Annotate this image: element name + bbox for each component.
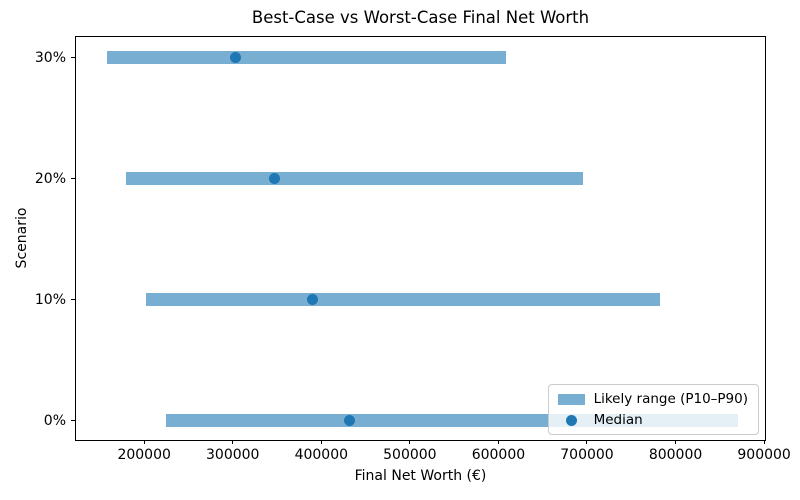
legend-median-dot-icon [565,414,577,426]
y-tick-label: 10% [34,291,66,308]
likely-range-bar [126,172,583,186]
x-tick-label: 600000 [471,447,526,463]
legend-range-label: Likely range (P10–P90) [593,391,748,407]
x-tick [409,440,411,444]
legend-entry-range: Likely range (P10–P90) [557,391,748,407]
median-dot [306,294,318,306]
median-dot [229,52,241,64]
x-tick-label: 400000 [294,447,349,463]
x-axis-label: Final Net Worth (€) [354,468,487,484]
plot-area: Likely range (P10–P90) Median 200000 3000… [35,36,791,463]
likely-range-bar [145,293,661,307]
x-tick [143,440,145,444]
y-axis-label: Scenario [14,207,30,269]
y-tick-label: 0% [43,412,66,429]
median-dot [268,173,280,185]
x-tick [232,440,234,444]
x-tick [497,440,499,444]
y-tick-label: 20% [34,170,66,187]
legend-median-label: Median [593,412,643,428]
x-tick-label: 800000 [648,447,703,463]
y-tick [71,178,75,180]
x-tick [763,440,765,444]
legend-entry-median: Median [558,412,748,428]
y-tick [71,57,75,59]
x-tick-label: 900000 [737,447,791,463]
x-tick [675,440,677,444]
x-tick-label: 500000 [383,447,437,463]
x-tick [586,440,588,444]
x-tick-label: 300000 [206,447,260,463]
x-tick-label: 700000 [560,447,614,463]
median-dot [344,415,356,427]
y-tick [71,420,75,422]
legend-range-swatch-icon [557,393,585,405]
y-tick [71,299,75,301]
x-tick-label: 200000 [117,447,171,463]
likely-range-bar [106,51,507,65]
chart-title: Best-Case vs Worst-Case Final Net Worth [251,8,590,27]
x-tick [320,440,322,444]
y-tick-label: 30% [34,49,66,66]
legend: Likely range (P10–P90) Median [547,384,759,435]
